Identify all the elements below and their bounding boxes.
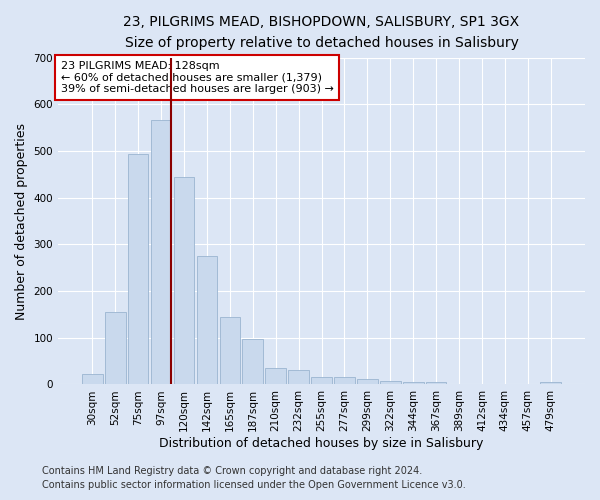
Title: 23, PILGRIMS MEAD, BISHOPDOWN, SALISBURY, SP1 3GX
Size of property relative to d: 23, PILGRIMS MEAD, BISHOPDOWN, SALISBURY… xyxy=(124,15,520,50)
Bar xyxy=(380,380,401,384)
Bar xyxy=(128,154,148,384)
Bar xyxy=(105,312,125,384)
Text: Contains HM Land Registry data © Crown copyright and database right 2024.
Contai: Contains HM Land Registry data © Crown c… xyxy=(42,466,466,490)
Bar xyxy=(288,370,309,384)
Bar xyxy=(220,317,240,384)
Bar xyxy=(541,382,561,384)
Bar xyxy=(151,120,172,384)
X-axis label: Distribution of detached houses by size in Salisbury: Distribution of detached houses by size … xyxy=(160,437,484,450)
Bar xyxy=(334,378,355,384)
Text: 23 PILGRIMS MEAD: 128sqm
← 60% of detached houses are smaller (1,379)
39% of sem: 23 PILGRIMS MEAD: 128sqm ← 60% of detach… xyxy=(61,61,334,94)
Bar xyxy=(265,368,286,384)
Bar xyxy=(357,379,377,384)
Bar xyxy=(197,256,217,384)
Bar xyxy=(311,378,332,384)
Bar xyxy=(173,176,194,384)
Bar xyxy=(426,382,446,384)
Bar xyxy=(403,382,424,384)
Y-axis label: Number of detached properties: Number of detached properties xyxy=(15,122,28,320)
Bar xyxy=(242,339,263,384)
Bar xyxy=(82,374,103,384)
